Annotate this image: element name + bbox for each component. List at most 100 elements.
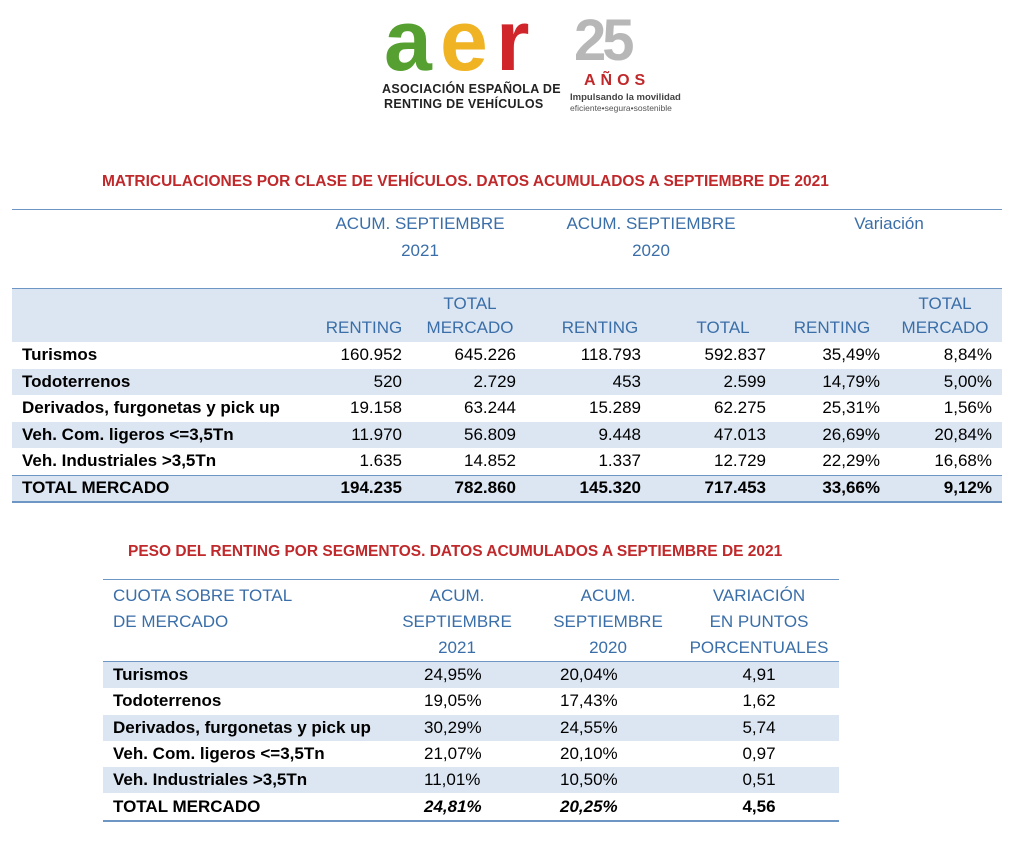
cell-value: 22,29% [822,451,880,470]
table1-total-rule [12,474,1002,476]
group-header-line1: Variación [854,214,924,233]
row-label: Veh. Com. ligeros <=3,5Tn [113,743,325,763]
cell-value: 15.289 [589,398,641,417]
cell-value: 2.599 [723,371,766,391]
column-header-line2: MERCADO [426,318,514,337]
column-header-line1: ACUM. [429,586,485,605]
logo-line2: RENTING DE VEHÍCULOS [384,97,544,111]
group-header-line2: 2021 [401,241,439,260]
row-band [12,421,1002,448]
cell-value: 1.337 [598,451,641,470]
cell-value: 4,56 [742,796,776,816]
row-band [12,368,1002,395]
row-label: Todoterrenos [113,691,222,711]
cell-value: 26,69% [822,424,880,444]
column-header-line2: RENTING [561,318,639,337]
table2-header-rule [103,661,839,662]
cell-value: 717.453 [704,477,766,497]
table2-title: PESO DEL RENTING POR SEGMENTOS. DATOS AC… [128,543,783,560]
cell-value: 645.226 [454,345,516,364]
column-header-line2: SEPTIEMBRE [553,612,663,631]
cell-value: 16,68% [934,451,992,470]
total-row-label: TOTAL MERCADO [113,796,261,816]
row-label: Derivados, furgonetas y pick up [113,717,371,737]
cell-value: 20,04% [560,665,618,684]
cell-value: 8,84% [943,345,992,364]
cell-value: 20,84% [934,424,992,444]
cell-value: 11.970 [351,424,402,444]
cell-value: 592.837 [704,345,766,364]
table1-bottom-rule [12,501,1002,503]
cell-value: 5,00% [943,371,992,391]
cell-value: 10,50% [560,770,618,790]
logo-line1: ASOCIACIÓN ESPAÑOLA DE [382,82,561,96]
cell-value: 9.448 [598,424,641,444]
slogan: Impulsando la movilidad [570,92,681,103]
cell-value: 9,12% [943,477,992,497]
cell-value: 30,29% [424,717,482,737]
total-row-label: TOTAL MERCADO [22,477,170,497]
row-label: Veh. Industriales >3,5Tn [113,770,308,790]
column-header-line3: 2020 [589,638,627,657]
group-header-line2: 2020 [632,241,670,260]
cell-value: 47.013 [714,424,766,444]
cell-value: 145.320 [579,477,641,497]
cell-value: 33,66% [822,477,880,497]
cell-value: 1.635 [359,451,402,470]
column-header-line3: PORCENTUALES [689,638,829,657]
slogan-sub: eficiente•segura•sostenible [570,103,672,113]
table1-title: MATRICULACIONES POR CLASE DE VEHÍCULOS. … [102,173,829,190]
cell-value: 12.729 [714,451,766,470]
row-label: Derivados, furgonetas y pick up [22,398,280,417]
column-header-line2: SEPTIEMBRE [402,612,512,631]
cell-value: 56.809 [464,424,516,444]
row-label: Veh. Com. ligeros <=3,5Tn [22,424,234,444]
cell-value: 520 [373,371,402,391]
table1-header-band [12,288,1002,342]
column-header-line1: TOTAL [443,294,497,313]
row-label: Turismos [113,665,189,684]
cell-value: 118.793 [580,345,641,364]
row-band [103,767,839,794]
logo-letter-a: a [384,8,433,84]
table2-bottom-rule [103,819,839,822]
cell-value: 63.244 [464,398,516,417]
column-header-line1: CUOTA SOBRE TOTAL [113,586,293,605]
table1-top-rule [12,209,1002,210]
table2-top-rule [103,579,839,580]
row-label: Turismos [22,345,98,364]
cell-value: 0,51 [742,770,776,790]
column-header-line2: TOTAL [696,318,750,337]
column-header-line1: VARIACIÓN [712,586,806,605]
cell-value: 5,74 [742,717,776,737]
cell-value: 21,07% [424,743,482,763]
column-header-line3: 2021 [438,638,476,657]
row-band [12,474,1002,501]
group-header-line1: ACUM. SEPTIEMBRE [335,214,505,233]
logo-letter-r: r [496,8,529,84]
row-label: Todoterrenos [22,371,131,391]
cell-value: 24,95% [424,665,482,684]
column-header-line1: ACUM. [580,586,636,605]
column-header-line2: RENTING [325,318,403,337]
group-header-line1: ACUM. SEPTIEMBRE [566,214,736,233]
cell-value: 782.860 [454,477,516,497]
cell-value: 2.729 [473,371,516,391]
cell-value: 62.275 [714,398,766,417]
cell-value: 20,25% [560,796,618,816]
cell-value: 17,43% [560,691,618,711]
cell-value: 19.158 [350,398,402,417]
row-band [103,662,839,689]
logo-subtitle: ASOCIACIÓN ESPAÑOLA DE RENTING DE VEHÍCU… [382,82,561,112]
cell-value: 19,05% [424,691,482,711]
row-band [103,714,839,741]
cell-value: 24,55% [560,717,618,737]
cell-value: 24,81% [424,796,482,816]
column-header-line2: EN PUNTOS [709,612,809,631]
column-header-line2: DE MERCADO [113,612,229,631]
cell-value: 4,91 [742,665,776,684]
cell-value: 20,10% [560,743,618,763]
column-header-line1: TOTAL [918,294,972,313]
